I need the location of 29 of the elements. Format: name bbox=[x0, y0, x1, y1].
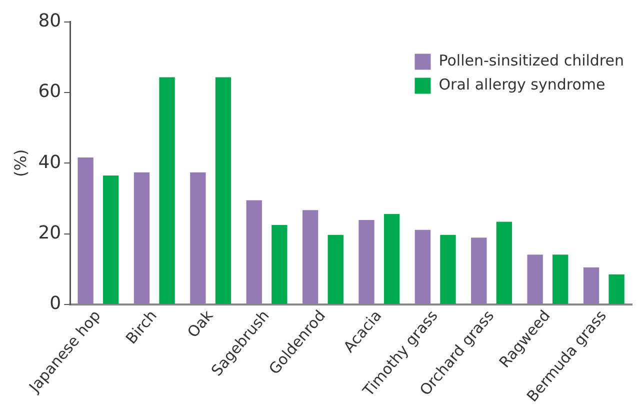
bar bbox=[414, 230, 431, 304]
x-tick-label: Oak bbox=[184, 306, 217, 342]
bar bbox=[302, 210, 318, 304]
y-tick-label: 60 bbox=[38, 81, 62, 102]
y-tick-label: 20 bbox=[38, 222, 62, 244]
bar bbox=[328, 234, 344, 304]
bar bbox=[608, 274, 624, 304]
y-axis-title: (%) bbox=[10, 149, 30, 177]
bar bbox=[272, 224, 288, 304]
bar bbox=[103, 175, 119, 304]
bar bbox=[384, 214, 400, 304]
y-tick-label: 40 bbox=[38, 152, 62, 173]
bar bbox=[358, 220, 374, 304]
y-tick-label: 0 bbox=[50, 293, 62, 314]
bar bbox=[215, 77, 232, 304]
bar bbox=[471, 238, 487, 304]
bar bbox=[190, 172, 206, 304]
legend-label: Pollen-sinsitized children bbox=[438, 52, 624, 70]
bar bbox=[583, 267, 600, 304]
bar bbox=[496, 222, 512, 304]
legend-label: Oral allergy syndrome bbox=[438, 76, 606, 94]
bar bbox=[134, 172, 150, 304]
bar bbox=[78, 157, 94, 304]
bar bbox=[246, 200, 262, 304]
y-tick-label: 80 bbox=[38, 10, 62, 32]
bar bbox=[527, 254, 543, 304]
bar bbox=[552, 254, 568, 304]
bar bbox=[440, 234, 456, 304]
bar bbox=[159, 77, 175, 304]
